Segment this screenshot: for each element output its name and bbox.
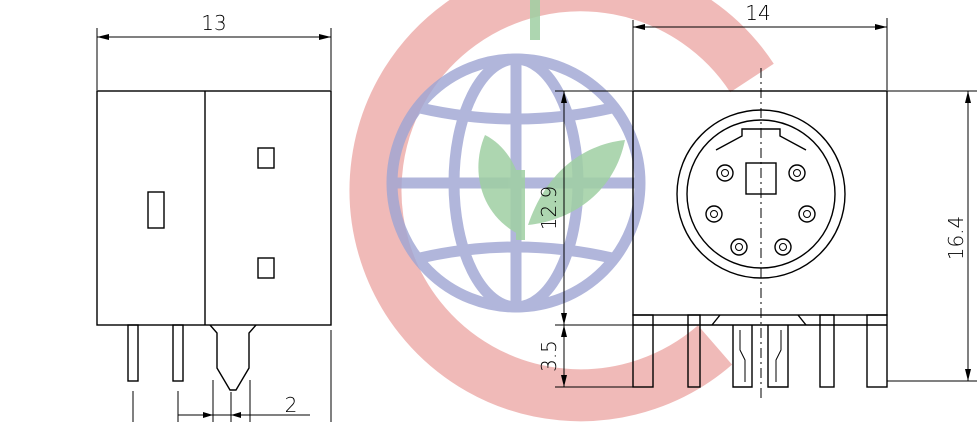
dim-right-width: 14 <box>745 1 770 25</box>
right-front-view: 14 <box>537 1 977 400</box>
watermark-leaves <box>478 0 625 240</box>
dim-left-width: 13 <box>201 11 226 35</box>
watermark-ring <box>349 0 774 422</box>
left-side-view: 13 2 <box>96 11 332 422</box>
watermark-logo <box>349 0 774 422</box>
dim-total-height: 16.4 <box>944 216 968 261</box>
dim-pin-length: 3.5 <box>537 340 561 372</box>
socket-pins <box>705 164 816 256</box>
dim-body-height: 12.9 <box>537 186 561 231</box>
dim-pin-spacing: 2 <box>285 393 298 417</box>
